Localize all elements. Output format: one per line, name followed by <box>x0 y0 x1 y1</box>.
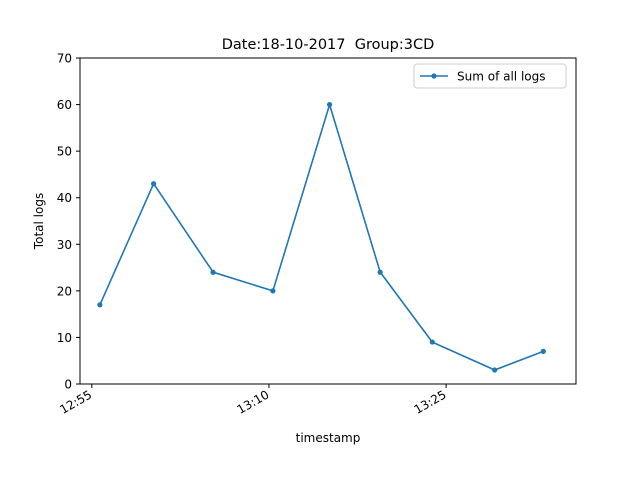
data-point <box>377 269 383 275</box>
legend: Sum of all logs <box>413 63 567 89</box>
y-axis-label: Total logs <box>32 193 46 250</box>
legend-swatch-marker <box>431 73 437 79</box>
y-tick-label: 70 <box>57 52 72 66</box>
data-point <box>429 339 435 345</box>
data-point <box>97 302 103 308</box>
series-layer <box>97 101 546 373</box>
y-tick-label: 40 <box>57 191 72 205</box>
y-tick-label: 0 <box>64 378 72 392</box>
y-tick-label: 60 <box>57 98 72 112</box>
y-axis: 0 10 20 30 40 50 60 70 <box>57 52 80 392</box>
data-point <box>270 288 276 294</box>
plot-area <box>79 57 577 385</box>
y-tick-label: 20 <box>57 284 72 298</box>
x-axis-label: timestamp <box>296 431 361 445</box>
data-point <box>151 181 157 187</box>
data-point <box>492 367 498 373</box>
data-point <box>326 101 333 108</box>
y-tick-label: 50 <box>57 145 72 159</box>
data-point <box>210 269 216 275</box>
plot-frame <box>79 57 577 385</box>
y-tick-label: 10 <box>57 331 72 345</box>
legend-label: Sum of all logs <box>457 70 546 84</box>
legend-box <box>413 63 567 89</box>
y-tick-label: 30 <box>57 238 72 252</box>
chart-title: Date:18-10-2017 Group:3CD <box>222 37 435 53</box>
data-point <box>540 348 546 354</box>
